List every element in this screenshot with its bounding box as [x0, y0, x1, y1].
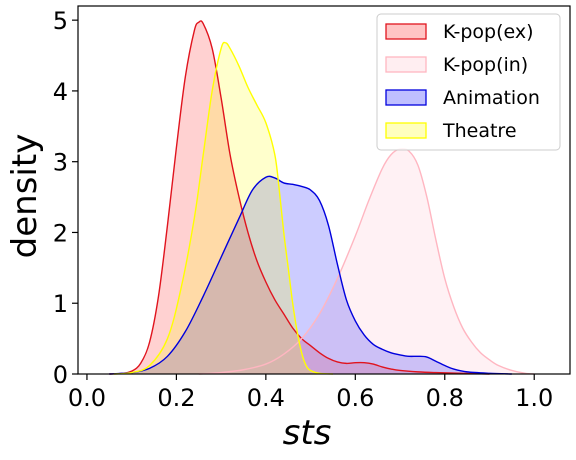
x-tick-label: 0.8	[426, 384, 464, 412]
density-fill-k-pop-ex	[109, 20, 490, 374]
y-axis-label: density	[5, 134, 45, 259]
x-axis-ticks: 0.0 0.2 0.4 0.6 0.8 1.0	[68, 374, 553, 412]
density-fill-theatre	[113, 42, 333, 374]
y-tick-label: 5	[53, 7, 68, 35]
legend-label-theatre: Theatre	[442, 120, 517, 142]
x-axis-label: sts	[283, 413, 332, 453]
y-tick-label: 0	[53, 361, 68, 389]
axes	[77, 5, 571, 375]
density-line-k-pop-in	[198, 147, 535, 375]
series-fills	[109, 20, 535, 374]
legend-swatch-k-pop-in	[385, 56, 427, 73]
legend-swatch-bg	[386, 90, 426, 105]
legend-label-animation: Animation	[443, 87, 540, 109]
legend-swatch-bg	[386, 123, 426, 138]
legend-label-k-pop-in: K-pop(in)	[443, 54, 528, 76]
y-tick-label: 2	[53, 219, 68, 247]
y-tick-label: 3	[53, 149, 68, 177]
x-tick-label: 0.6	[336, 384, 374, 412]
legend-label-k-pop-ex: K-pop(ex)	[443, 21, 534, 43]
density-line-k-pop-ex	[109, 20, 490, 375]
x-tick-label: 1.0	[515, 384, 553, 412]
x-tick-label: 0.2	[157, 384, 195, 412]
x-tick-label: 0.4	[247, 384, 285, 412]
density-line-animation	[109, 175, 512, 375]
series-lines	[109, 20, 535, 375]
y-axis-ticks: 0 1 2 3 4 5	[53, 7, 78, 389]
legend-swatch-bg	[386, 57, 426, 72]
x-tick-label: 0.0	[68, 384, 106, 412]
density-fill-animation	[109, 176, 512, 374]
density-line-theatre	[113, 41, 333, 375]
legend-swatch-animation	[385, 89, 427, 106]
legend-swatch-bg	[386, 24, 426, 39]
plot-frame	[77, 5, 571, 375]
legend-swatch-theatre	[385, 122, 427, 139]
density-fill-k-pop-in	[198, 148, 535, 374]
y-tick-label: 1	[53, 290, 68, 318]
y-tick-label: 4	[53, 78, 68, 106]
legend-box	[376, 13, 561, 151]
legend-swatch-k-pop-ex	[385, 23, 427, 40]
legend: K-pop(ex) K-pop(in) Animation Theatre	[376, 13, 561, 151]
